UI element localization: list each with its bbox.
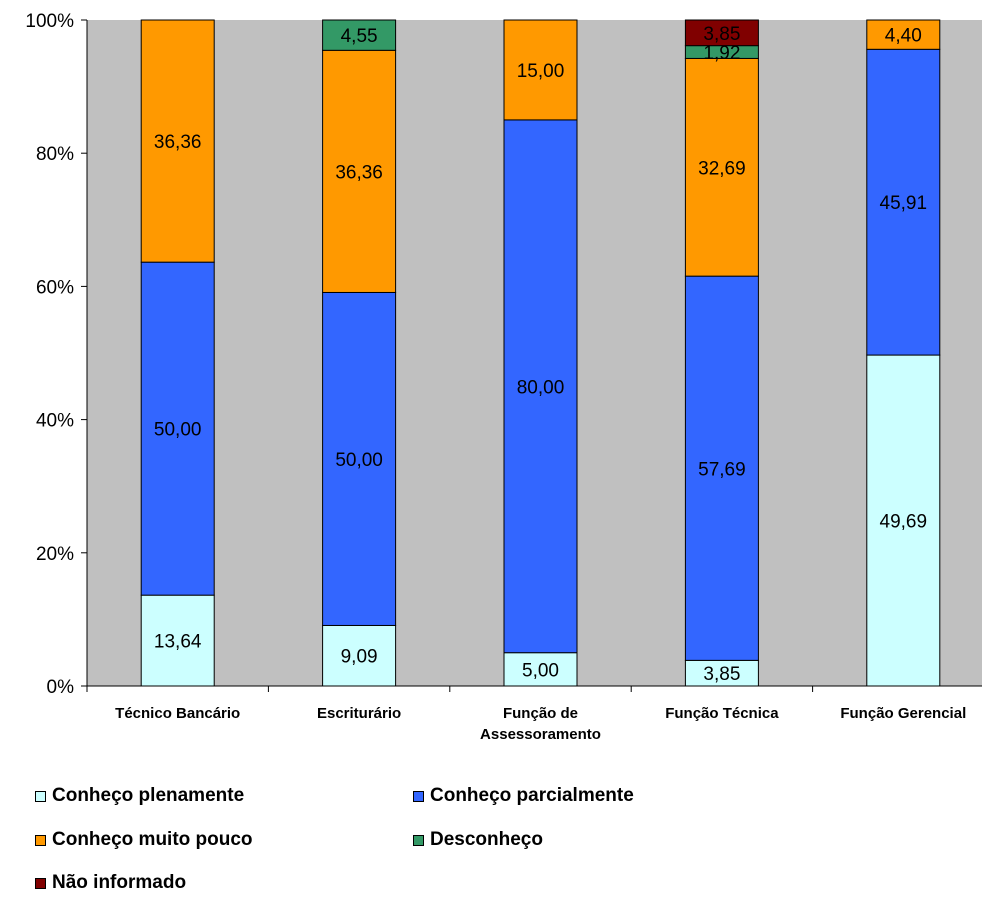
legend-swatch — [413, 834, 424, 846]
bar-segment-2-0 — [503, 652, 578, 687]
bar-segment-1-3 — [322, 19, 397, 51]
bar-segment-1-1 — [322, 291, 397, 626]
legend-swatch — [413, 790, 424, 802]
data-label: 36,36 — [335, 162, 383, 183]
x-tick-label: Função Gerencial — [840, 705, 966, 722]
y-tick-label: 80% — [36, 144, 74, 165]
bar-segment-3-1 — [684, 275, 759, 661]
legend-label: Não informado — [52, 872, 187, 893]
x-tick-label: Assessoramento — [480, 726, 601, 743]
legend-swatch — [35, 877, 46, 889]
legend-label: Conheço parcialmente — [430, 785, 634, 806]
bar-segment-3-4 — [684, 19, 759, 47]
data-label: 57,69 — [698, 459, 746, 480]
data-label: 50,00 — [154, 420, 202, 441]
data-label: 36,36 — [154, 132, 202, 153]
data-label: 45,91 — [880, 193, 928, 214]
legend-item: Conheço plenamente — [35, 785, 244, 807]
bar-segment-4-0 — [866, 354, 941, 687]
legend-item: Conheço muito pouco — [35, 829, 253, 851]
legend-label: Conheço plenamente — [52, 785, 245, 806]
data-label: 50,00 — [335, 450, 383, 471]
y-tick-label: 20% — [36, 544, 74, 565]
legend-swatch — [35, 790, 46, 802]
bar-segment-2-1 — [503, 119, 578, 654]
legend-label: Conheço muito pouco — [52, 829, 253, 850]
data-label: 49,69 — [880, 512, 928, 533]
legend-label: Desconheço — [430, 829, 543, 850]
bar-segment-0-2 — [140, 19, 215, 263]
data-label: 13,64 — [154, 632, 202, 653]
data-label: 3,85 — [703, 24, 740, 45]
data-label: 5,00 — [522, 660, 559, 681]
y-tick-label: 40% — [36, 411, 74, 432]
bar-segment-4-1 — [866, 48, 941, 356]
bar-segment-1-2 — [322, 49, 397, 293]
legend-item: Desconheço — [413, 829, 543, 851]
bar-segment-2-2 — [503, 19, 578, 121]
y-tick-label: 60% — [36, 277, 74, 298]
data-label: 80,00 — [517, 377, 565, 398]
bar-segment-0-0 — [140, 594, 215, 687]
x-tick-label: Função Técnica — [665, 705, 779, 722]
x-tick-label: Função de — [503, 705, 578, 722]
data-label: 15,00 — [517, 61, 565, 82]
y-tick-label: 0% — [47, 677, 75, 698]
x-tick-label: Escriturário — [317, 705, 401, 722]
data-label: 4,55 — [341, 26, 378, 47]
legend-swatch — [35, 834, 46, 846]
legend-item: Não informado — [35, 872, 186, 894]
data-label: 4,40 — [885, 26, 922, 47]
data-label: 32,69 — [698, 158, 746, 179]
data-label: 9,09 — [341, 647, 378, 668]
x-tick-label: Técnico Bancário — [115, 705, 240, 722]
data-label: 1,92 — [703, 43, 740, 64]
legend-item: Conheço parcialmente — [413, 785, 634, 807]
bar-segment-3-2 — [684, 57, 759, 277]
y-tick-label: 100% — [25, 11, 74, 32]
bar-segment-4-2 — [866, 19, 941, 50]
data-label: 3,85 — [703, 664, 740, 685]
